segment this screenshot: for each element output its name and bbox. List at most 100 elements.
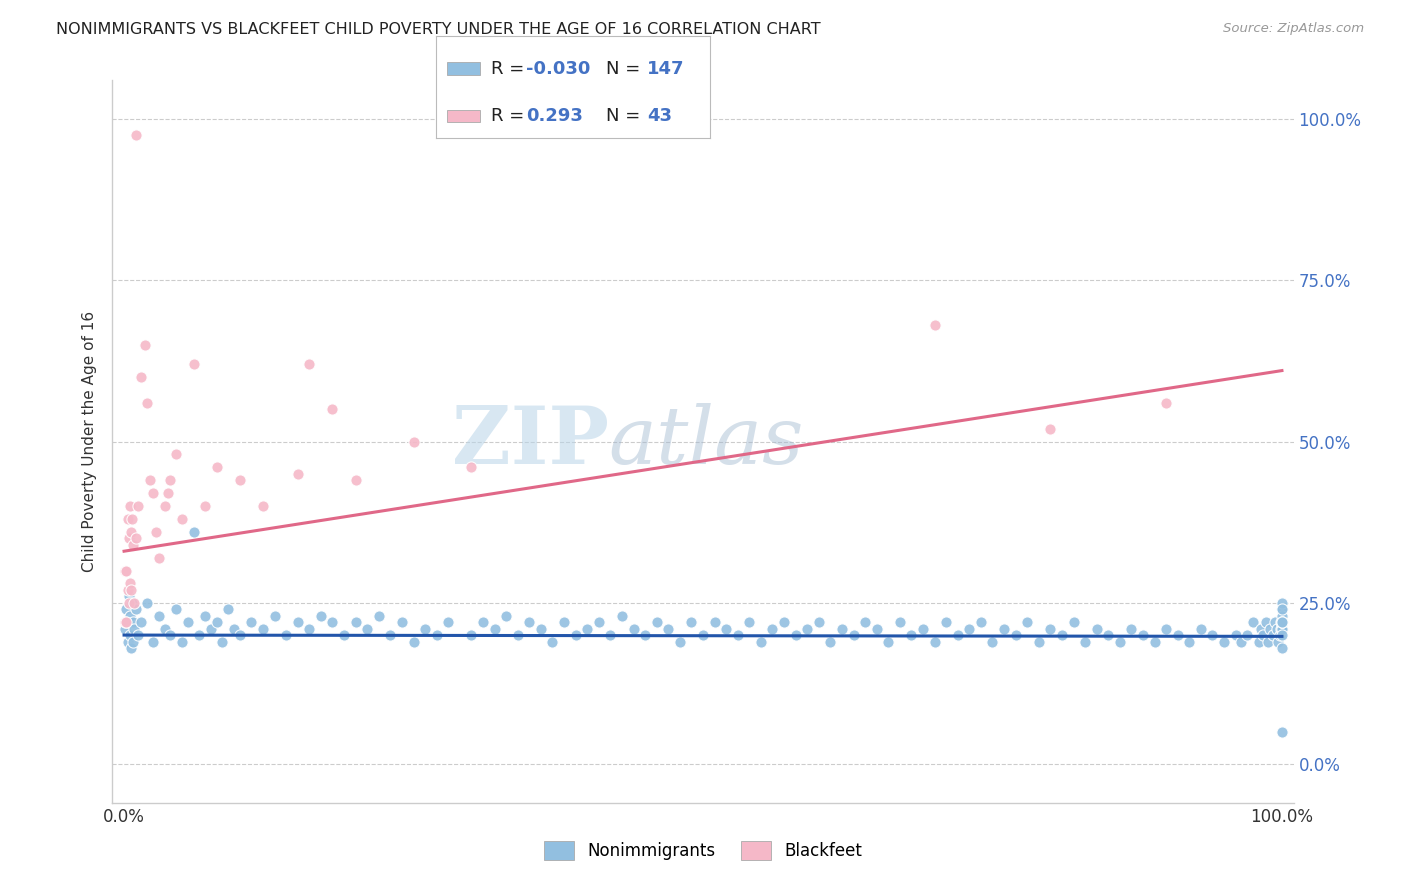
Point bbox=[576, 622, 599, 636]
Point bbox=[853, 615, 876, 630]
Text: 147: 147 bbox=[647, 60, 685, 78]
Point bbox=[148, 550, 170, 565]
Point bbox=[148, 608, 170, 623]
Point bbox=[946, 628, 969, 642]
Point bbox=[426, 628, 449, 642]
Point bbox=[970, 615, 993, 630]
Point bbox=[623, 622, 645, 636]
Point bbox=[118, 590, 141, 604]
Point bbox=[1265, 622, 1288, 636]
Point bbox=[118, 628, 141, 642]
Point bbox=[229, 628, 252, 642]
Point bbox=[1201, 628, 1223, 642]
Point bbox=[114, 622, 136, 636]
Point bbox=[153, 499, 176, 513]
Point bbox=[402, 434, 425, 449]
Point bbox=[115, 564, 138, 578]
Point bbox=[263, 608, 285, 623]
Point bbox=[344, 473, 367, 487]
Point bbox=[127, 499, 149, 513]
Point bbox=[1154, 396, 1177, 410]
Text: NONIMMIGRANTS VS BLACKFEET CHILD POVERTY UNDER THE AGE OF 16 CORRELATION CHART: NONIMMIGRANTS VS BLACKFEET CHILD POVERTY… bbox=[56, 22, 821, 37]
Text: R =: R = bbox=[491, 107, 536, 125]
Point bbox=[252, 622, 274, 636]
Point bbox=[924, 634, 946, 648]
Point bbox=[1271, 622, 1294, 636]
Point bbox=[924, 318, 946, 333]
Point bbox=[692, 628, 714, 642]
Point bbox=[200, 622, 222, 636]
Point bbox=[131, 370, 153, 384]
Point bbox=[738, 615, 761, 630]
Point bbox=[820, 634, 842, 648]
Point bbox=[356, 622, 378, 636]
Point bbox=[472, 615, 495, 630]
Y-axis label: Child Poverty Under the Age of 16: Child Poverty Under the Age of 16 bbox=[82, 311, 97, 572]
Point bbox=[634, 628, 657, 642]
Point bbox=[136, 396, 159, 410]
Point bbox=[1108, 634, 1130, 648]
Point bbox=[122, 634, 145, 648]
Point bbox=[134, 338, 156, 352]
Point bbox=[1236, 628, 1258, 642]
Point bbox=[935, 615, 957, 630]
Point bbox=[1271, 724, 1294, 739]
Point bbox=[118, 499, 141, 513]
Point bbox=[124, 602, 146, 616]
Point bbox=[1178, 634, 1201, 648]
Point bbox=[714, 622, 737, 636]
Point bbox=[900, 628, 922, 642]
Point bbox=[506, 628, 529, 642]
Point bbox=[118, 608, 141, 623]
Point bbox=[321, 615, 343, 630]
Point bbox=[217, 602, 239, 616]
Point bbox=[188, 628, 211, 642]
Point bbox=[1028, 634, 1050, 648]
Point bbox=[287, 615, 309, 630]
Text: -0.030: -0.030 bbox=[526, 60, 591, 78]
Legend: Nonimmigrants, Blackfeet: Nonimmigrants, Blackfeet bbox=[537, 834, 869, 867]
Point bbox=[1264, 615, 1286, 630]
Point bbox=[1225, 628, 1247, 642]
Point bbox=[136, 596, 159, 610]
Point bbox=[1154, 622, 1177, 636]
Point bbox=[122, 615, 145, 630]
Point bbox=[344, 615, 367, 630]
Point bbox=[115, 602, 138, 616]
Point bbox=[367, 608, 389, 623]
Text: N =: N = bbox=[606, 107, 651, 125]
Point bbox=[1132, 628, 1154, 642]
Point bbox=[142, 486, 165, 500]
Point bbox=[127, 628, 149, 642]
Point bbox=[1039, 622, 1062, 636]
Point bbox=[842, 628, 865, 642]
Point bbox=[1271, 622, 1294, 636]
Point bbox=[117, 634, 139, 648]
Point bbox=[993, 622, 1015, 636]
Point bbox=[1189, 622, 1212, 636]
Point bbox=[124, 531, 146, 545]
Point bbox=[749, 634, 772, 648]
Point bbox=[117, 582, 139, 597]
Point bbox=[796, 622, 818, 636]
Point bbox=[309, 608, 332, 623]
Point bbox=[1271, 608, 1294, 623]
Point bbox=[1004, 628, 1026, 642]
Point bbox=[610, 608, 633, 623]
Point bbox=[298, 357, 321, 371]
Point bbox=[333, 628, 356, 642]
Point bbox=[669, 634, 692, 648]
Point bbox=[114, 615, 136, 630]
Point bbox=[1267, 634, 1289, 648]
Point bbox=[117, 512, 139, 526]
Point bbox=[460, 628, 482, 642]
Point bbox=[1260, 622, 1282, 636]
Point bbox=[727, 628, 749, 642]
Point bbox=[194, 499, 217, 513]
Point bbox=[1270, 615, 1292, 630]
Point bbox=[1250, 622, 1272, 636]
Point bbox=[205, 615, 228, 630]
Point bbox=[413, 622, 436, 636]
Point bbox=[121, 596, 143, 610]
Point bbox=[1271, 615, 1294, 630]
